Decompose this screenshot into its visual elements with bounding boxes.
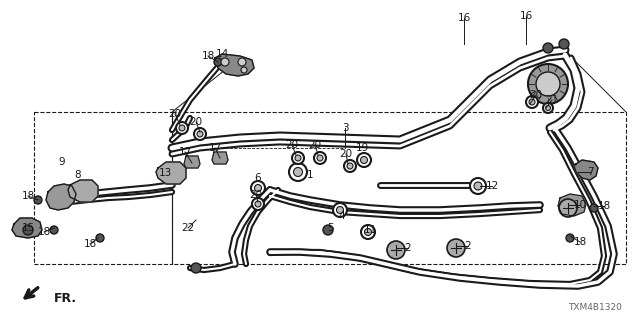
Circle shape <box>559 39 569 49</box>
Text: 18: 18 <box>202 51 214 61</box>
Text: 21: 21 <box>545 95 559 105</box>
Text: 14: 14 <box>216 49 228 59</box>
Circle shape <box>526 96 538 108</box>
Text: 7: 7 <box>587 167 593 177</box>
Circle shape <box>559 199 577 217</box>
Text: 17: 17 <box>209 143 221 153</box>
Polygon shape <box>558 194 586 216</box>
Text: 13: 13 <box>158 168 172 178</box>
Text: 18: 18 <box>573 237 587 247</box>
Circle shape <box>528 64 568 104</box>
Circle shape <box>543 103 553 113</box>
Circle shape <box>333 203 347 217</box>
Polygon shape <box>574 160 598 180</box>
Text: 8: 8 <box>75 170 81 180</box>
Text: 18: 18 <box>21 191 35 201</box>
Text: 15: 15 <box>21 223 35 233</box>
Circle shape <box>347 163 353 169</box>
Text: 16: 16 <box>458 13 470 23</box>
Circle shape <box>337 206 344 213</box>
Circle shape <box>360 156 367 164</box>
Text: 3: 3 <box>342 123 348 133</box>
Polygon shape <box>12 218 42 238</box>
Circle shape <box>96 234 104 242</box>
Circle shape <box>294 167 303 177</box>
Circle shape <box>323 225 333 235</box>
Circle shape <box>50 226 58 234</box>
Text: 20: 20 <box>168 109 182 119</box>
Circle shape <box>255 201 261 207</box>
Circle shape <box>536 72 560 96</box>
Polygon shape <box>184 156 200 168</box>
Circle shape <box>194 128 206 140</box>
Circle shape <box>176 122 188 134</box>
Text: 20: 20 <box>250 190 262 200</box>
Circle shape <box>545 106 550 110</box>
Circle shape <box>23 225 33 235</box>
Circle shape <box>34 196 42 204</box>
Text: 4: 4 <box>339 211 346 221</box>
Text: 1: 1 <box>307 170 314 180</box>
Text: 18: 18 <box>83 239 97 249</box>
Circle shape <box>314 152 326 164</box>
Text: 18: 18 <box>37 227 51 237</box>
Polygon shape <box>212 152 228 164</box>
Circle shape <box>221 58 229 66</box>
Text: 22: 22 <box>181 223 195 233</box>
Circle shape <box>543 43 553 53</box>
Circle shape <box>470 178 486 194</box>
Text: 18: 18 <box>597 201 611 211</box>
Circle shape <box>387 241 405 259</box>
Circle shape <box>251 181 265 195</box>
Circle shape <box>529 99 535 105</box>
Text: 17: 17 <box>179 147 191 157</box>
Circle shape <box>295 155 301 161</box>
Circle shape <box>344 160 356 172</box>
Text: 2: 2 <box>465 241 471 251</box>
Polygon shape <box>215 54 254 76</box>
Polygon shape <box>46 184 76 210</box>
Circle shape <box>255 185 262 191</box>
Text: 19: 19 <box>355 143 369 153</box>
Circle shape <box>214 58 222 66</box>
Circle shape <box>317 155 323 161</box>
Text: 2: 2 <box>404 243 412 253</box>
Circle shape <box>289 163 307 181</box>
Text: TXM4B1320: TXM4B1320 <box>568 303 622 312</box>
Circle shape <box>474 182 482 190</box>
Circle shape <box>241 67 247 73</box>
Bar <box>172 112 626 264</box>
Text: 6: 6 <box>255 173 261 183</box>
Circle shape <box>357 153 371 167</box>
Text: FR.: FR. <box>54 292 77 305</box>
Text: 5: 5 <box>326 223 333 233</box>
Text: 20: 20 <box>285 140 299 150</box>
Bar <box>34 112 172 264</box>
Text: 20: 20 <box>308 140 321 150</box>
Text: 20: 20 <box>189 117 203 127</box>
Polygon shape <box>68 180 98 202</box>
Text: 20: 20 <box>339 149 353 159</box>
Polygon shape <box>156 162 186 184</box>
Text: 11: 11 <box>364 225 376 235</box>
Circle shape <box>365 228 371 236</box>
Circle shape <box>252 198 264 210</box>
Circle shape <box>292 152 304 164</box>
Circle shape <box>191 263 201 273</box>
Text: 9: 9 <box>59 157 65 167</box>
Circle shape <box>361 225 375 239</box>
Circle shape <box>590 204 598 212</box>
Circle shape <box>179 125 185 131</box>
Circle shape <box>197 131 203 137</box>
Text: 20: 20 <box>529 90 543 100</box>
Circle shape <box>566 234 574 242</box>
Text: 16: 16 <box>520 11 532 21</box>
Text: 12: 12 <box>485 181 499 191</box>
Circle shape <box>447 239 465 257</box>
Circle shape <box>238 58 246 66</box>
Text: 10: 10 <box>573 200 587 210</box>
